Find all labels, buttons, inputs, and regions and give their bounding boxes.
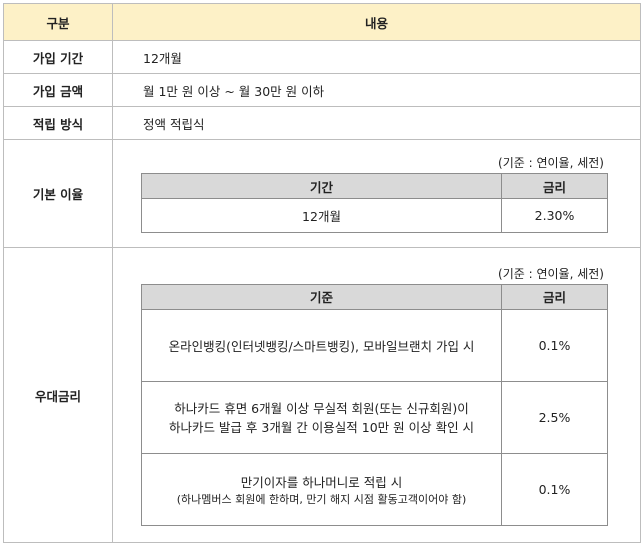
row-base-rate: 기본 이율 (기준 : 연이율, 세전) 기간 금리 12개월 2.30% [3, 139, 641, 248]
base-rate-value: 2.30% [501, 198, 608, 233]
table-row: 만기이자를 하나머니로 적립 시 (하나멤버스 회원에 한하며, 만기 해지 시… [141, 452, 608, 526]
criteria-3-line-2: (하나멤버스 회원에 한하며, 만기 해지 시점 활동고객이어야 함) [176, 492, 467, 506]
preferential-cell: (기준 : 연이율, 세전) 기준 금리 온라인뱅킹(인터넷뱅킹/스마트뱅킹),… [112, 247, 641, 543]
row-preferential: 우대금리 (기준 : 연이율, 세전) 기준 금리 온라인뱅킹(인터넷뱅킹/스마… [3, 247, 641, 543]
term-label: 가입 기간 [3, 40, 113, 74]
criteria-2-line-2: 하나카드 발급 후 3개월 간 이용실적 10만 원 이상 확인 시 [168, 420, 475, 435]
preferential-label: 우대금리 [3, 247, 113, 543]
criteria-1-line-1: 온라인뱅킹(인터넷뱅킹/스마트뱅킹), 모바일브랜치 가입 시 [168, 338, 475, 354]
header-content: 내용 [112, 3, 641, 41]
table-row: 12개월 2.30% [141, 198, 608, 233]
preferential-head-rate: 금리 [501, 283, 608, 310]
preferential-table: 기준 금리 온라인뱅킹(인터넷뱅킹/스마트뱅킹), 모바일브랜치 가입 시 0.… [141, 283, 608, 526]
method-value: 정액 적립식 [112, 106, 641, 140]
preferential-table-header: 기준 금리 [141, 283, 608, 310]
product-terms-table: 구분 내용 가입 기간 12개월 가입 금액 월 1만 원 이상 ~ 월 30만… [3, 3, 641, 543]
preferential-criteria-2: 하나카드 휴면 6개월 이상 무실적 회원(또는 신규회원)이 하나카드 발급 … [141, 380, 502, 454]
base-rate-period: 12개월 [141, 198, 502, 233]
preferential-head-criteria: 기준 [141, 283, 502, 310]
criteria-3-line-1: 만기이자를 하나머니로 적립 시 [240, 474, 403, 490]
criteria-2-line-1: 하나카드 휴면 6개월 이상 무실적 회원(또는 신규회원)이 [174, 401, 469, 416]
base-rate-cell: (기준 : 연이율, 세전) 기간 금리 12개월 2.30% [112, 139, 641, 248]
term-value: 12개월 [112, 40, 641, 74]
base-rate-table: 기간 금리 12개월 2.30% [141, 173, 608, 233]
preferential-note: (기준 : 연이율, 세전) [498, 266, 604, 281]
amount-value: 월 1만 원 이상 ~ 월 30만 원 이하 [112, 73, 641, 107]
base-rate-label: 기본 이율 [3, 139, 113, 248]
table-row: 온라인뱅킹(인터넷뱅킹/스마트뱅킹), 모바일브랜치 가입 시 0.1% [141, 308, 608, 382]
method-label: 적립 방식 [3, 106, 113, 140]
preferential-criteria-1: 온라인뱅킹(인터넷뱅킹/스마트뱅킹), 모바일브랜치 가입 시 [141, 308, 502, 382]
preferential-rate-1: 0.1% [501, 308, 608, 382]
preferential-rate-2: 2.5% [501, 380, 608, 454]
row-amount: 가입 금액 월 1만 원 이상 ~ 월 30만 원 이하 [3, 73, 641, 107]
row-method: 적립 방식 정액 적립식 [3, 106, 641, 140]
base-rate-note: (기준 : 연이율, 세전) [498, 156, 604, 170]
base-rate-table-header: 기간 금리 [141, 173, 608, 199]
base-rate-head-period: 기간 [141, 173, 502, 199]
amount-label: 가입 금액 [3, 73, 113, 107]
preferential-rate-3: 0.1% [501, 452, 608, 526]
table-header-row: 구분 내용 [3, 3, 641, 41]
preferential-criteria-3: 만기이자를 하나머니로 적립 시 (하나멤버스 회원에 한하며, 만기 해지 시… [141, 452, 502, 526]
base-rate-head-rate: 금리 [501, 173, 608, 199]
table-row: 하나카드 휴면 6개월 이상 무실적 회원(또는 신규회원)이 하나카드 발급 … [141, 380, 608, 454]
row-term: 가입 기간 12개월 [3, 40, 641, 74]
header-category: 구분 [3, 3, 113, 41]
